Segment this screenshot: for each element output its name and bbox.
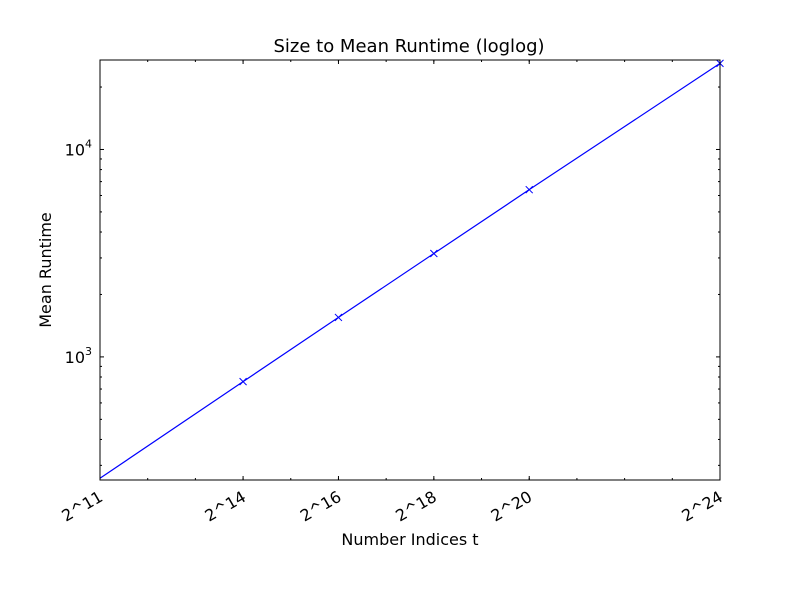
x-tick-label: 2^20: [488, 487, 536, 525]
data-point-marker: [239, 377, 247, 386]
series-line: [99, 62, 721, 479]
x-tick-label: 2^18: [392, 487, 440, 525]
x-tick-label: 2^16: [297, 487, 345, 525]
y-tick-label: 104: [65, 137, 92, 159]
plot-marks: 103 104 2^11 2^14 2^16 2^18 2^20 2^24: [58, 59, 726, 525]
data-point-marker: [525, 185, 534, 194]
data-point-marker: [429, 249, 438, 258]
plot-frame: [99, 59, 721, 481]
x-tick-label: 2^14: [202, 487, 250, 525]
x-tick-label: 2^11: [58, 487, 106, 525]
x-axis-label: Number Indices t: [341, 530, 478, 549]
chart-title: Size to Mean Runtime (loglog): [273, 36, 544, 57]
y-axis-label: Mean Runtime: [36, 212, 55, 328]
y-tick-label: 103: [65, 345, 92, 367]
x-tick-label: 2^24: [678, 487, 726, 525]
data-point-marker: [334, 313, 343, 322]
